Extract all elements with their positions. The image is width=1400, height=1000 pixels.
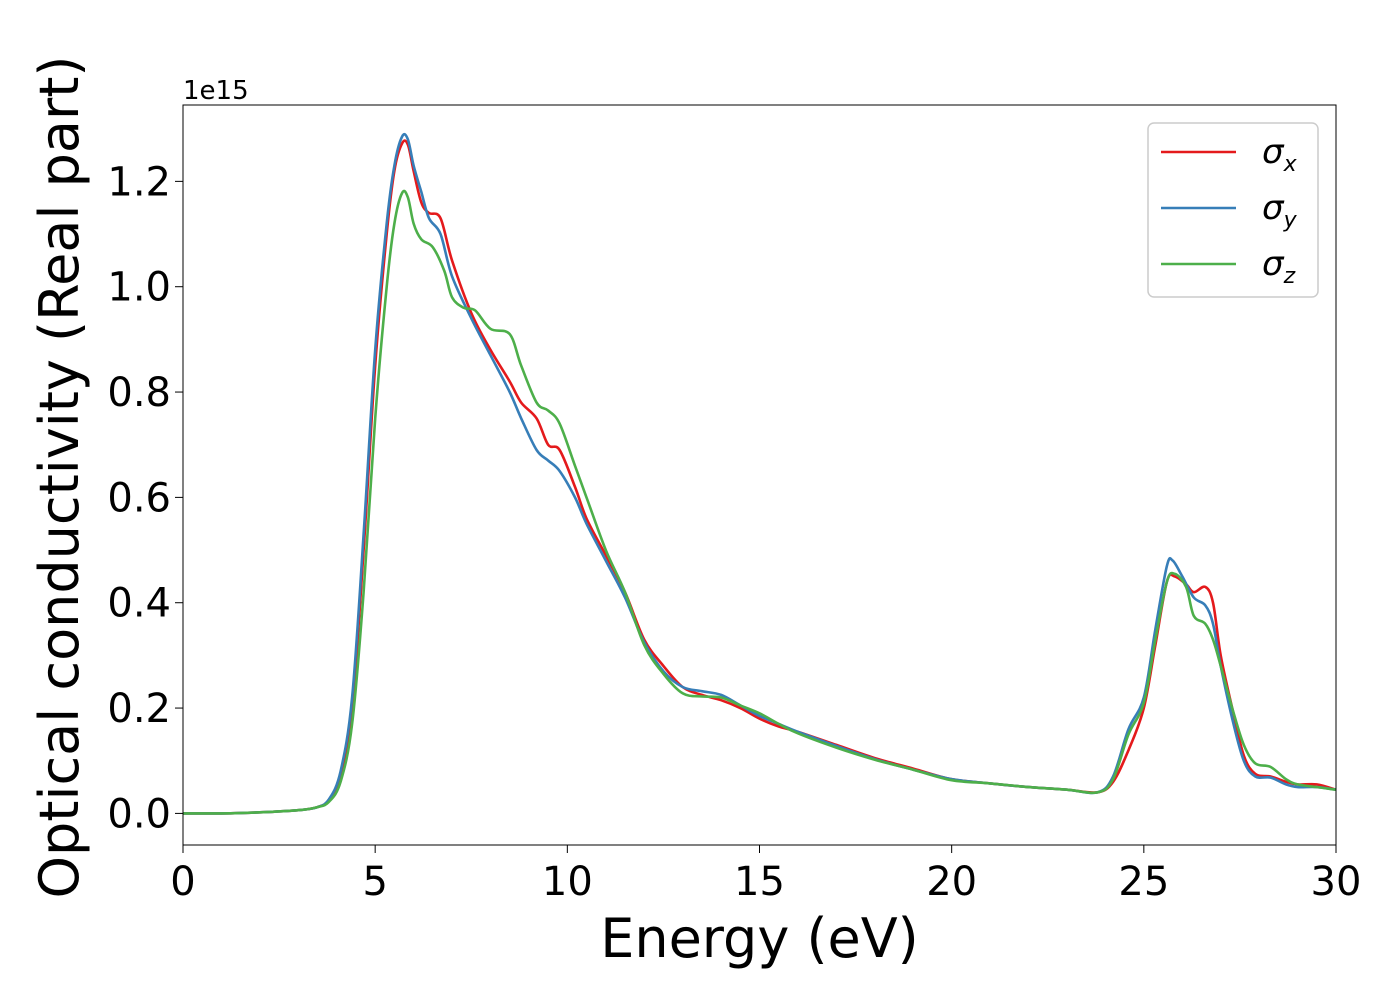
legend-box xyxy=(1147,122,1319,298)
y-tick-label: 0.0 xyxy=(107,791,171,837)
series-line-y xyxy=(183,132,1336,815)
x-tick-label: 0 xyxy=(170,859,195,905)
y-tick-label: 1.2 xyxy=(107,159,171,205)
series-line-z xyxy=(183,189,1336,815)
y-axis-title: Optical conductivity (Real part) xyxy=(28,56,91,899)
x-tick-label: 10 xyxy=(542,859,593,905)
y-tick-label: 0.2 xyxy=(107,686,171,732)
x-tick-label: 20 xyxy=(926,859,977,905)
y-tick-label: 0.4 xyxy=(107,581,171,627)
x-tick-label: 30 xyxy=(1311,859,1362,905)
y-tick-label: 0.8 xyxy=(107,370,171,416)
x-tick-label: 5 xyxy=(362,859,387,905)
axis-ticks: 0 5 10 15 20 25 30 0.0 0.2 0.4 0.6 0.8 1.0 1.2 xyxy=(107,159,1361,905)
series-lines xyxy=(183,132,1336,815)
x-tick-label: 25 xyxy=(1118,859,1169,905)
y-tick-label: 1.0 xyxy=(107,265,171,311)
y-offset-label: 1e15 xyxy=(183,76,249,106)
x-tick-label: 15 xyxy=(734,859,785,905)
x-axis-title: Energy (eV) xyxy=(600,907,919,970)
y-tick-label: 0.6 xyxy=(107,475,171,521)
